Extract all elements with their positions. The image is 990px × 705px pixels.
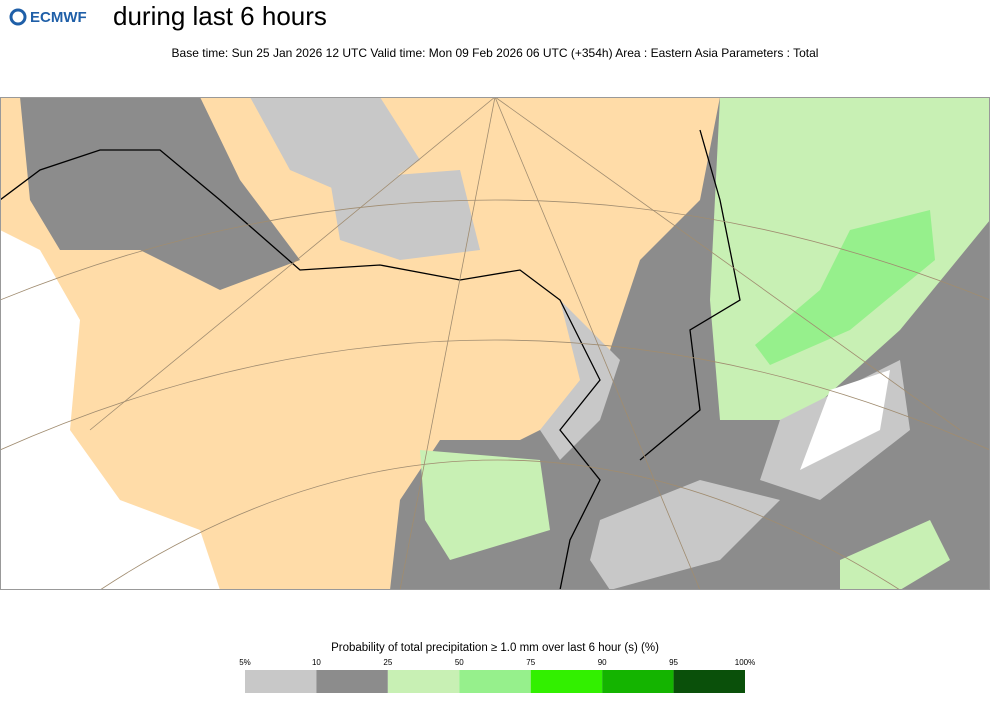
graticule-line — [494, 97, 961, 431]
colorbar-segment — [387, 670, 460, 693]
graticule-line — [494, 97, 701, 590]
map — [0, 97, 990, 590]
logo-icon — [9, 8, 27, 26]
precip-area — [250, 97, 420, 200]
precip-area — [330, 170, 480, 260]
colorbar-segment — [316, 670, 388, 693]
colorbar: 5% 10 25 50 75 90 95 100% — [239, 658, 755, 693]
colorbar-tick-label: 90 — [598, 658, 607, 667]
precip-area — [755, 210, 935, 365]
graticule-line — [0, 199, 990, 301]
colorbar-segment — [245, 670, 317, 693]
legend-title: Probability of total precipitation ≥ 1.0… — [331, 642, 659, 654]
graticule — [0, 97, 990, 590]
coastline — [639, 129, 741, 461]
precip-area — [840, 520, 950, 590]
precip-area — [800, 370, 890, 470]
logo: ECMWF — [9, 8, 87, 26]
colorbar-tick-label: 100% — [735, 658, 755, 667]
ocean — [0, 230, 220, 590]
colorbar-segment — [673, 670, 745, 693]
colorbar-tick-label: 5% — [239, 658, 251, 667]
colorbar-segment — [459, 670, 531, 693]
graticule-line — [99, 459, 901, 590]
precip-area — [590, 480, 780, 590]
colorbar-segment — [602, 670, 674, 693]
colorbar-tick-label: 10 — [312, 658, 321, 667]
title: during last 6 hours — [113, 1, 327, 31]
graticule-line — [399, 97, 496, 590]
graticule-line — [89, 97, 496, 431]
colorbar-tick-label: 25 — [383, 658, 392, 667]
colorbar-segment — [530, 670, 603, 693]
graticule-line — [0, 339, 990, 451]
logo-text: ECMWF — [30, 9, 87, 26]
precip-area — [540, 300, 620, 460]
colorbar-tick-label: 75 — [526, 658, 535, 667]
precip-area — [420, 450, 550, 560]
precip-area — [20, 97, 300, 290]
colorbar-tick-label: 50 — [455, 658, 464, 667]
subtitle: Base time: Sun 25 Jan 2026 12 UTC Valid … — [172, 46, 819, 60]
colorbar-tick-label: 95 — [669, 658, 678, 667]
